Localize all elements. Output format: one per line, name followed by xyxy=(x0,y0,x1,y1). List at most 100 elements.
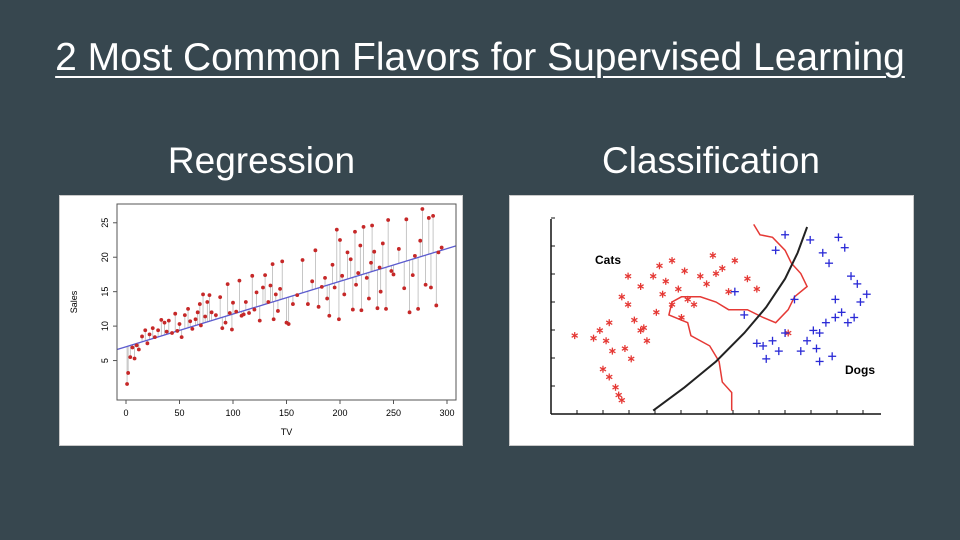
data-point xyxy=(364,275,369,280)
data-point xyxy=(434,303,439,308)
cat-point xyxy=(596,326,604,334)
dog-point xyxy=(796,347,805,356)
cat-point xyxy=(668,301,676,309)
data-point xyxy=(182,313,187,317)
linear-decision-boundary xyxy=(652,226,809,412)
data-point xyxy=(378,289,383,294)
cat-point xyxy=(649,272,657,280)
data-point xyxy=(325,296,330,301)
data-point xyxy=(231,300,235,305)
dog-point xyxy=(762,354,771,363)
data-point xyxy=(369,260,373,265)
data-point xyxy=(173,311,178,316)
y-tick-label: 15 xyxy=(100,287,110,297)
data-point xyxy=(263,273,267,278)
data-point xyxy=(402,286,407,291)
cat-point xyxy=(696,272,704,280)
cat-point xyxy=(718,264,726,272)
dog-point xyxy=(806,235,815,244)
data-point xyxy=(375,306,380,311)
data-point xyxy=(323,275,327,280)
cat-point xyxy=(640,324,648,332)
y-axis-ticks: 5 10 15 20 25 xyxy=(100,218,117,363)
data-point xyxy=(164,329,169,334)
y-tick-label: 20 xyxy=(100,252,110,262)
data-point xyxy=(338,238,342,242)
data-point xyxy=(278,287,282,291)
cat-point xyxy=(678,314,685,321)
dog-point xyxy=(843,318,852,327)
x-tick-label: 100 xyxy=(225,408,240,418)
classification-heading: Classification xyxy=(602,140,820,181)
dog-point xyxy=(856,297,865,306)
data-point xyxy=(179,335,184,340)
data-point xyxy=(234,309,239,314)
data-point xyxy=(354,282,358,287)
data-point xyxy=(273,292,278,297)
data-point xyxy=(130,345,135,350)
data-point xyxy=(190,326,195,331)
cat-point xyxy=(662,277,670,285)
dog-points xyxy=(730,230,871,366)
dog-point xyxy=(840,243,849,252)
data-point xyxy=(268,283,273,288)
data-point xyxy=(227,311,232,315)
classification-chart: Cats Dogs xyxy=(550,217,881,415)
cat-point xyxy=(605,319,613,327)
data-point xyxy=(203,314,208,319)
data-point xyxy=(266,300,271,304)
data-point xyxy=(143,328,148,333)
data-point xyxy=(295,293,300,298)
cat-points xyxy=(571,251,792,404)
data-point xyxy=(377,265,382,270)
data-point xyxy=(286,322,291,326)
data-point xyxy=(353,229,357,234)
data-point xyxy=(429,285,433,290)
dog-point xyxy=(803,336,812,345)
data-point xyxy=(147,332,152,337)
cat-point xyxy=(753,285,761,293)
data-point xyxy=(220,326,225,331)
data-point xyxy=(380,241,385,246)
classification-chart-panel: Cats Dogs xyxy=(509,195,914,446)
cat-point xyxy=(637,326,644,334)
cat-point xyxy=(684,295,692,303)
cat-point xyxy=(703,280,710,288)
cats-label: Cats xyxy=(595,253,621,267)
data-point xyxy=(423,282,428,287)
cat-point xyxy=(643,337,651,345)
data-point xyxy=(337,317,341,322)
data-point xyxy=(152,335,157,340)
cat-point xyxy=(668,257,676,265)
data-point xyxy=(271,317,276,322)
cat-point xyxy=(659,290,666,298)
data-point xyxy=(199,323,203,328)
data-point xyxy=(384,306,388,311)
cat-point xyxy=(712,270,720,278)
data-point xyxy=(162,320,167,325)
data-point xyxy=(126,371,131,375)
dog-point xyxy=(847,272,856,281)
y-axis-label: Sales xyxy=(69,290,79,313)
data-point xyxy=(313,248,318,253)
data-point xyxy=(257,318,262,323)
data-point xyxy=(358,243,363,248)
cat-point xyxy=(744,275,751,283)
dog-point xyxy=(781,329,790,338)
data-point xyxy=(166,318,171,323)
data-point xyxy=(319,284,324,289)
cat-point xyxy=(621,345,629,353)
data-point xyxy=(132,356,137,361)
x-tick-label: 200 xyxy=(332,408,347,418)
data-point xyxy=(361,225,366,229)
dog-point xyxy=(768,336,777,345)
data-point xyxy=(416,306,421,311)
data-point xyxy=(370,223,374,228)
data-point xyxy=(436,250,441,255)
data-points xyxy=(125,207,444,386)
data-point xyxy=(420,207,425,211)
x-axis-label: TV xyxy=(281,427,293,437)
cat-point xyxy=(605,373,613,381)
data-point xyxy=(310,279,315,284)
data-point xyxy=(136,347,141,352)
